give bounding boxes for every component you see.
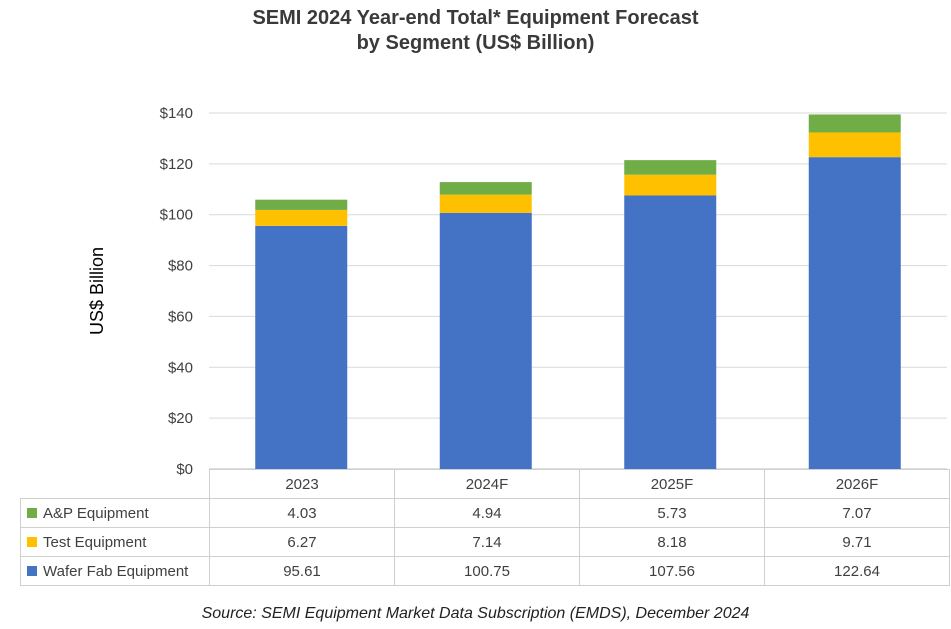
data-label: 9.71 (764, 527, 950, 557)
y-tick-label: $60 (168, 308, 193, 325)
data-label: 5.73 (579, 498, 765, 528)
bar-segment (808, 132, 901, 158)
chart-title: SEMI 2024 Year-end Total* Equipment Fore… (0, 6, 951, 56)
category-label: 2025F (579, 469, 765, 499)
table-row: A&P Equipment 4.03 4.94 5.73 7.07 (20, 498, 950, 528)
bar-segment (624, 195, 717, 469)
data-label: 7.14 (394, 527, 580, 557)
bar-segment (439, 182, 532, 195)
bar-segment (255, 225, 348, 469)
series-name: A&P Equipment (43, 504, 149, 522)
bar-segment (808, 114, 901, 133)
series-label: A&P Equipment (20, 498, 210, 528)
legend-key (27, 507, 37, 518)
bar-segment (255, 199, 348, 210)
y-tick-label: $20 (168, 410, 193, 427)
bar-segment (439, 212, 532, 470)
bar-segment (255, 209, 348, 226)
table-header-row: 2023 2024F 2025F 2026F (20, 469, 950, 499)
data-label: 95.61 (209, 556, 395, 586)
y-tick-label: $40 (168, 359, 193, 376)
table-corner (20, 469, 210, 499)
bar-segment (808, 157, 901, 470)
bar-segment (624, 160, 717, 175)
table-row: Test Equipment 6.27 7.14 8.18 9.71 (20, 527, 950, 557)
category-label: 2024F (394, 469, 580, 499)
y-tick-label: $100 (160, 207, 193, 224)
data-label: 8.18 (579, 527, 765, 557)
y-tick-label: $120 (160, 156, 193, 173)
series-label: Wafer Fab Equipment (20, 556, 210, 586)
legend-key (27, 536, 37, 547)
data-label: 4.03 (209, 498, 395, 528)
data-table: 2023 2024F 2025F 2026F A&P Equipment 4.03 4.94… (20, 469, 950, 586)
category-label: 2023 (209, 469, 395, 499)
chart-title-line1: SEMI 2024 Year-end Total* Equipment Fore… (252, 7, 699, 29)
table-row: Wafer Fab Equipment 95.61 100.75 107.56 122.… (20, 556, 950, 586)
series-name: Test Equipment (43, 533, 147, 551)
bar-segment (624, 174, 717, 196)
y-tick-label: $80 (168, 258, 193, 275)
y-tick-label: $140 (160, 105, 193, 122)
data-label: 107.56 (579, 556, 765, 586)
data-label: 122.64 (764, 556, 950, 586)
y-axis-label: US$ Billion (87, 247, 107, 335)
bar-segment (439, 194, 532, 213)
data-label: 4.94 (394, 498, 580, 528)
data-label: 100.75 (394, 556, 580, 586)
category-label: 2026F (764, 469, 950, 499)
series-name: Wafer Fab Equipment (43, 562, 189, 580)
source-note: Source: SEMI Equipment Market Data Subsc… (201, 605, 750, 622)
data-label: 7.07 (764, 498, 950, 528)
data-label: 6.27 (209, 527, 395, 557)
chart-title-line2: by Segment (US$ Billion) (356, 32, 595, 54)
series-label: Test Equipment (20, 527, 210, 557)
legend-key (27, 565, 37, 576)
